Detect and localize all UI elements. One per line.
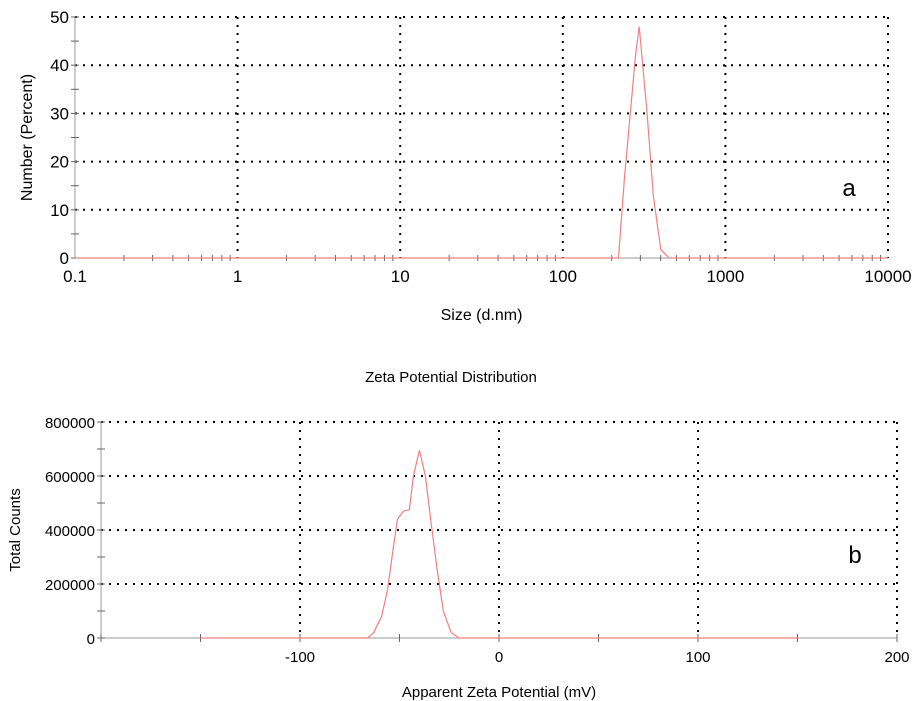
chart-panel-a: 0.1 1 10 100 1000 10000 0 10 20 30 40 50 Size (d.nm)… xyxy=(19,8,912,324)
y-axis-label: Total Counts xyxy=(7,488,24,571)
panel-label: a xyxy=(842,175,856,202)
y-tick-label: 20 xyxy=(50,153,69,172)
y-tick-label: 40 xyxy=(50,56,69,75)
x-tick-label: 100 xyxy=(685,649,710,666)
x-axis-label: Size (d.nm) xyxy=(441,307,523,324)
y-tick-label: 30 xyxy=(50,104,69,123)
x-tick-label: 1000 xyxy=(706,267,744,286)
y-tick-label: 200000 xyxy=(45,577,95,594)
chart-title: Zeta Potential Distribution xyxy=(365,369,537,386)
x-tick-label: 1 xyxy=(233,267,242,286)
y-tick-label: 800000 xyxy=(45,415,95,432)
y-tick-label: 0 xyxy=(60,249,69,268)
x-tick-label: -100 xyxy=(285,649,315,666)
x-tick-label: 0 xyxy=(495,649,503,666)
y-tick-label: 50 xyxy=(50,8,69,27)
y-tick-label: 400000 xyxy=(45,523,95,540)
x-axis-label: Apparent Zeta Potential (mV) xyxy=(402,684,596,701)
chart-panel-b: -100 0 100 200 0 200000 400000 600000 800000 Appa… xyxy=(7,369,910,701)
panel-label: b xyxy=(848,542,861,569)
series-line xyxy=(75,26,888,259)
x-tick-label: 0.1 xyxy=(63,267,87,286)
y-axis-label: Number (Percent) xyxy=(19,74,36,201)
x-tick-label: 10000 xyxy=(864,267,911,286)
x-tick-label: 100 xyxy=(549,267,577,286)
y-tick-label: 10 xyxy=(50,201,69,220)
series-line xyxy=(200,450,798,639)
y-tick-label: 0 xyxy=(87,631,95,648)
x-tick-label: 200 xyxy=(884,649,909,666)
x-tick-label: 10 xyxy=(391,267,410,286)
y-tick-label: 600000 xyxy=(45,469,95,486)
